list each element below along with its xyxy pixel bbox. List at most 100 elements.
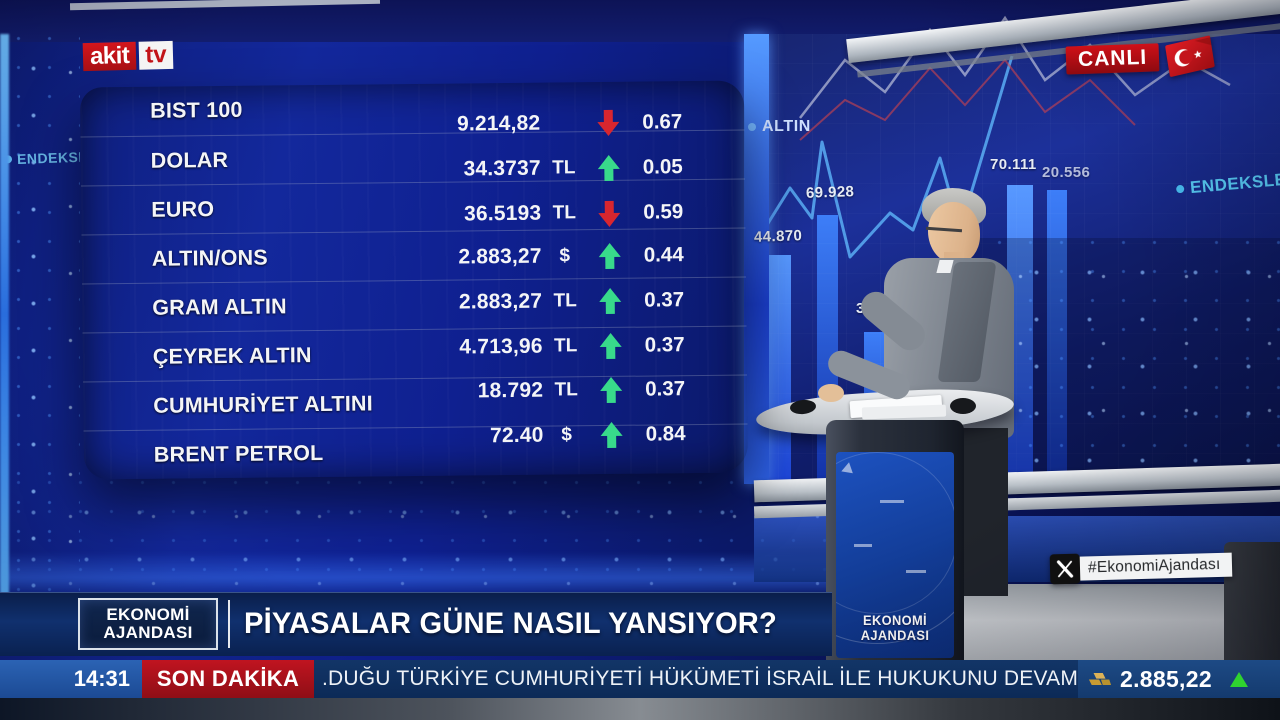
- instrument-price: 2.883,27: [458, 244, 542, 269]
- led-edge-glow: [0, 34, 9, 594]
- turkish-flag-icon: [1165, 35, 1215, 77]
- instrument-price: 34.3737: [463, 156, 541, 181]
- blue-glow-band-left: [0, 554, 832, 594]
- change-percent: 0.59: [643, 200, 684, 224]
- currency-unit: TL: [553, 335, 578, 357]
- change-percent: 0.67: [642, 109, 683, 134]
- channel-logo-tv: tv: [138, 40, 174, 70]
- frame-bottom-strip: [0, 698, 1280, 720]
- change-percent: 0.37: [644, 288, 685, 312]
- instrument-values: 2.883,27 TL 0.37: [402, 286, 710, 316]
- chart-value-label: 20.556: [1042, 164, 1091, 181]
- change-arrow: [599, 332, 623, 359]
- gold-price-value: 2.885,22: [1120, 665, 1212, 692]
- change-percent: 0.44: [643, 243, 684, 267]
- bullet-dot-icon: [748, 123, 756, 131]
- change-arrow: [596, 109, 620, 136]
- board-row: ÇEYREK ALTIN 4.713,96 TL 0.37: [82, 325, 748, 382]
- program-badge: EKONOMİ AJANDASI: [78, 598, 218, 650]
- instrument-price: 18.792: [477, 378, 544, 403]
- change-arrow: [597, 154, 621, 181]
- board-row: EURO 36.5193 TL 0.59: [80, 178, 746, 235]
- gold-bars-icon: [1088, 672, 1112, 685]
- led-pillar: [744, 34, 769, 484]
- instrument-label: DOLAR: [150, 147, 229, 173]
- change-percent: 0.05: [642, 155, 683, 179]
- instrument-label: CUMHURİYET ALTINI: [153, 390, 373, 418]
- instrument-values: 4.713,96 TL 0.37: [403, 331, 711, 361]
- currency-unit: TL: [554, 379, 578, 401]
- chart-value-label: 70.111: [990, 156, 1037, 173]
- hashtag-label: #EkonomiAjandası: [1079, 552, 1233, 581]
- instrument-label: GRAM ALTIN: [152, 293, 287, 320]
- gold-price-box: 2.885,22: [1078, 660, 1280, 698]
- instrument-values: 18.792 TL 0.37: [403, 375, 711, 405]
- podium-screen-decor: [854, 544, 872, 547]
- channel-logo: akit tv: [82, 40, 174, 72]
- instrument-price: 4.713,96: [459, 334, 543, 359]
- bullet-dot-icon: [1175, 184, 1185, 194]
- podium-screen-decor: [880, 500, 904, 503]
- gold-up-triangle-icon: [1229, 671, 1248, 687]
- change-percent: 0.84: [645, 422, 686, 446]
- currency-unit: $: [561, 424, 573, 446]
- left-wall-label-text: ENDEKSL: [16, 148, 80, 167]
- board-row: BIST 100 9.214,82 0.67: [80, 81, 744, 137]
- currency-unit: TL: [553, 290, 577, 312]
- headline-text: PİYASALAR GÜNE NASIL YANSIYOR?: [244, 607, 777, 640]
- instrument-values: 36.5193 TL 0.59: [401, 198, 709, 228]
- chart-value-label: 44.870: [753, 227, 803, 246]
- board-row: ALTIN/ONS 2.883,27 $ 0.44: [81, 227, 746, 284]
- instrument-label: BRENT PETROL: [153, 440, 324, 467]
- presenter-hand: [818, 384, 844, 402]
- instrument-values: 2.883,27 $ 0.44: [402, 241, 710, 271]
- change-arrow: [598, 242, 622, 269]
- change-arrow: [599, 421, 623, 448]
- breaking-news-badge: SON DAKİKA: [142, 660, 314, 698]
- live-badge: CANLI: [1065, 43, 1160, 75]
- instrument-price: 9.214,82: [456, 111, 541, 136]
- x-logo-icon: [1049, 553, 1081, 585]
- desk-object: [950, 398, 976, 414]
- channel-logo-akit: akit: [82, 41, 137, 72]
- background-mini-chart: [799, 15, 1231, 141]
- instrument-label: ÇEYREK ALTIN: [152, 342, 312, 369]
- change-arrow: [597, 199, 621, 226]
- podium-title-line1: EKONOMİ: [863, 613, 927, 629]
- board-row: BRENT PETROL 72.40 $ 0.84: [83, 422, 749, 480]
- chart-series-label-text: ALTIN: [762, 118, 811, 135]
- instrument-price: 2.883,27: [458, 289, 543, 314]
- instrument-label: BIST 100: [150, 97, 243, 123]
- currency-unit: $: [559, 245, 571, 267]
- instrument-price: 36.5193: [463, 201, 542, 226]
- news-ticker: 14:31 SON DAKİKA .DUĞU TÜRKİYE CUMHURİYE…: [0, 660, 1280, 698]
- ticker-text: .DUĞU TÜRKİYE CUMHURİYETİ HÜKÜMETİ İSRAİ…: [314, 660, 1078, 698]
- currency-unit: TL: [552, 157, 576, 179]
- podium-screen-decor: [906, 570, 926, 573]
- instrument-values: 9.214,82 0.67: [400, 108, 708, 138]
- market-data-board: BIST 100 9.214,82 0.67 DOLAR 34.3737 TL …: [79, 80, 749, 480]
- chart-series-label: ALTIN: [748, 118, 811, 136]
- studio-equipment: [1224, 542, 1280, 664]
- ticker-clock: 14:31: [0, 660, 142, 698]
- instrument-price: 72.40: [489, 423, 544, 448]
- chart-value-label: 69.928: [805, 183, 855, 202]
- podium-title-line2: AJANDASI: [860, 628, 930, 644]
- currency-unit: TL: [552, 202, 577, 224]
- change-arrow: [598, 287, 622, 314]
- instrument-label: EURO: [151, 196, 215, 222]
- podium-screen-arrow-icon: [841, 462, 857, 478]
- change-arrow: [599, 376, 623, 403]
- program-badge-line1: EKONOMİ: [106, 604, 190, 624]
- instrument-values: 34.3737 TL 0.05: [401, 153, 709, 183]
- hashtag-plate: #EkonomiAjandası: [1049, 550, 1233, 585]
- lower-third-separator: [228, 600, 230, 648]
- presenter-legs: [958, 428, 1008, 596]
- program-badge-line2: AJANDASI: [103, 623, 193, 642]
- change-percent: 0.37: [644, 333, 685, 357]
- left-wall-screen-label: ENDEKSL: [3, 148, 80, 168]
- podium-screen: EKONOMİ AJANDASI: [836, 452, 954, 658]
- live-indicator: CANLI: [1065, 35, 1215, 77]
- instrument-values: 72.40 $ 0.84: [404, 420, 712, 450]
